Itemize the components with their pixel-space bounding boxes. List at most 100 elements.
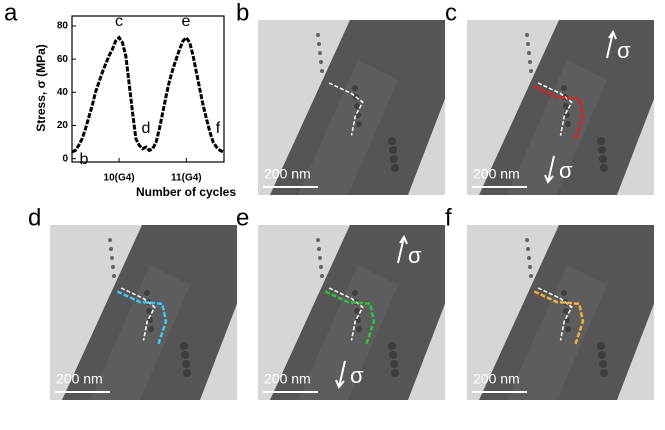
defect-dot — [388, 137, 396, 145]
sigma-label: σ — [408, 243, 422, 268]
y-tick-label: 20 — [57, 120, 69, 131]
scale-label: 200 nm — [264, 166, 311, 182]
defect-dot — [112, 274, 116, 278]
tem-image — [258, 20, 445, 195]
defect-dot — [598, 351, 606, 359]
dislocation-trace — [533, 85, 585, 140]
defect-dot — [527, 51, 531, 55]
panel-label: a — [4, 0, 18, 26]
defect-dot — [563, 103, 569, 109]
defect-dot — [109, 247, 113, 251]
defect-dot — [108, 238, 112, 242]
stress-arrow — [606, 29, 617, 59]
defect-dot — [563, 308, 569, 314]
defect-dot — [110, 256, 114, 260]
defect-dot — [355, 317, 361, 323]
panel-label: b — [236, 0, 249, 26]
sigma-label: σ — [559, 158, 573, 183]
defect-dot — [561, 290, 567, 296]
dislocation-trace — [324, 290, 376, 345]
defect-dot — [565, 326, 571, 332]
scale-label: 200 nm — [473, 166, 520, 182]
defect-dot — [528, 265, 532, 269]
defect-dot — [599, 360, 607, 368]
defect-dot — [599, 155, 607, 163]
defect-dot — [564, 317, 570, 323]
defect-dot — [390, 360, 398, 368]
y-tick-label: 60 — [57, 54, 69, 65]
defect-dot — [597, 137, 605, 145]
defect-dot — [356, 121, 362, 127]
dislocation-ref — [328, 287, 364, 341]
band-shade — [507, 60, 607, 195]
defect-dot — [352, 290, 358, 296]
defect-dot — [147, 317, 153, 323]
point-label: b — [80, 151, 89, 168]
y-axis-label: Stress, σ (MPa) — [34, 44, 48, 132]
defect-dot — [355, 112, 361, 118]
defect-dot — [529, 274, 533, 278]
defect-dot — [526, 247, 530, 251]
dislocation-trace — [116, 290, 168, 345]
panel-label: f — [445, 204, 452, 231]
defect-dot — [180, 342, 188, 350]
defect-dot — [319, 265, 323, 269]
defect-dot — [182, 360, 190, 368]
dislocation-trace — [533, 290, 585, 345]
defect-dot — [320, 274, 324, 278]
defect-dot — [146, 308, 152, 314]
stress-arrow — [335, 360, 346, 389]
panel-label: c — [445, 0, 457, 26]
dislocation-ref — [328, 82, 364, 136]
defect-dot — [388, 342, 396, 350]
point-label: f — [216, 120, 221, 137]
tem-image — [467, 20, 654, 195]
sigma-label: σ — [617, 38, 631, 63]
dislocation-ref — [120, 287, 156, 341]
defect-dot — [317, 42, 321, 46]
defect-dot — [319, 60, 323, 64]
defect-dot — [525, 238, 529, 242]
scale-label: 200 nm — [473, 371, 520, 387]
tem-image — [258, 225, 445, 400]
scale-label: 200 nm — [56, 371, 103, 387]
defect-dot — [564, 112, 570, 118]
y-tick-label: 40 — [57, 87, 69, 98]
sigma-label: σ — [350, 363, 364, 388]
plot-frame — [71, 15, 225, 163]
defect-dot — [391, 164, 399, 172]
defect-dot — [318, 51, 322, 55]
x-tick-label: 11(G4) — [171, 173, 202, 184]
defect-dot — [320, 69, 324, 73]
defect-dot — [600, 164, 608, 172]
defect-dot — [183, 369, 191, 377]
defect-dot — [598, 146, 606, 154]
x-axis-label: Number of cycles — [136, 185, 236, 199]
defect-dot — [111, 265, 115, 269]
dislocation-ref — [537, 82, 573, 136]
defect-dot — [565, 121, 571, 127]
panel-label: e — [236, 204, 249, 231]
defect-dot — [181, 351, 189, 359]
band-shade — [298, 265, 398, 400]
defect-dot — [526, 42, 530, 46]
defect-dot — [597, 342, 605, 350]
defect-dot — [561, 85, 567, 91]
dislocation-ref — [537, 287, 573, 341]
point-label: e — [182, 13, 191, 30]
defect-dot — [354, 308, 360, 314]
band-shade — [507, 265, 607, 400]
stress-arrow — [544, 155, 555, 184]
defect-dot — [318, 256, 322, 260]
stress-curve — [71, 35, 224, 154]
defect-dot — [527, 256, 531, 260]
panel-label: d — [28, 204, 41, 231]
scale-label: 200 nm — [264, 371, 311, 387]
defect-dot — [352, 85, 358, 91]
defect-dot — [316, 33, 320, 37]
x-tick-label: 10(G4) — [104, 173, 135, 184]
tem-image — [467, 225, 654, 400]
defect-dot — [600, 369, 608, 377]
band-shade — [298, 60, 398, 195]
